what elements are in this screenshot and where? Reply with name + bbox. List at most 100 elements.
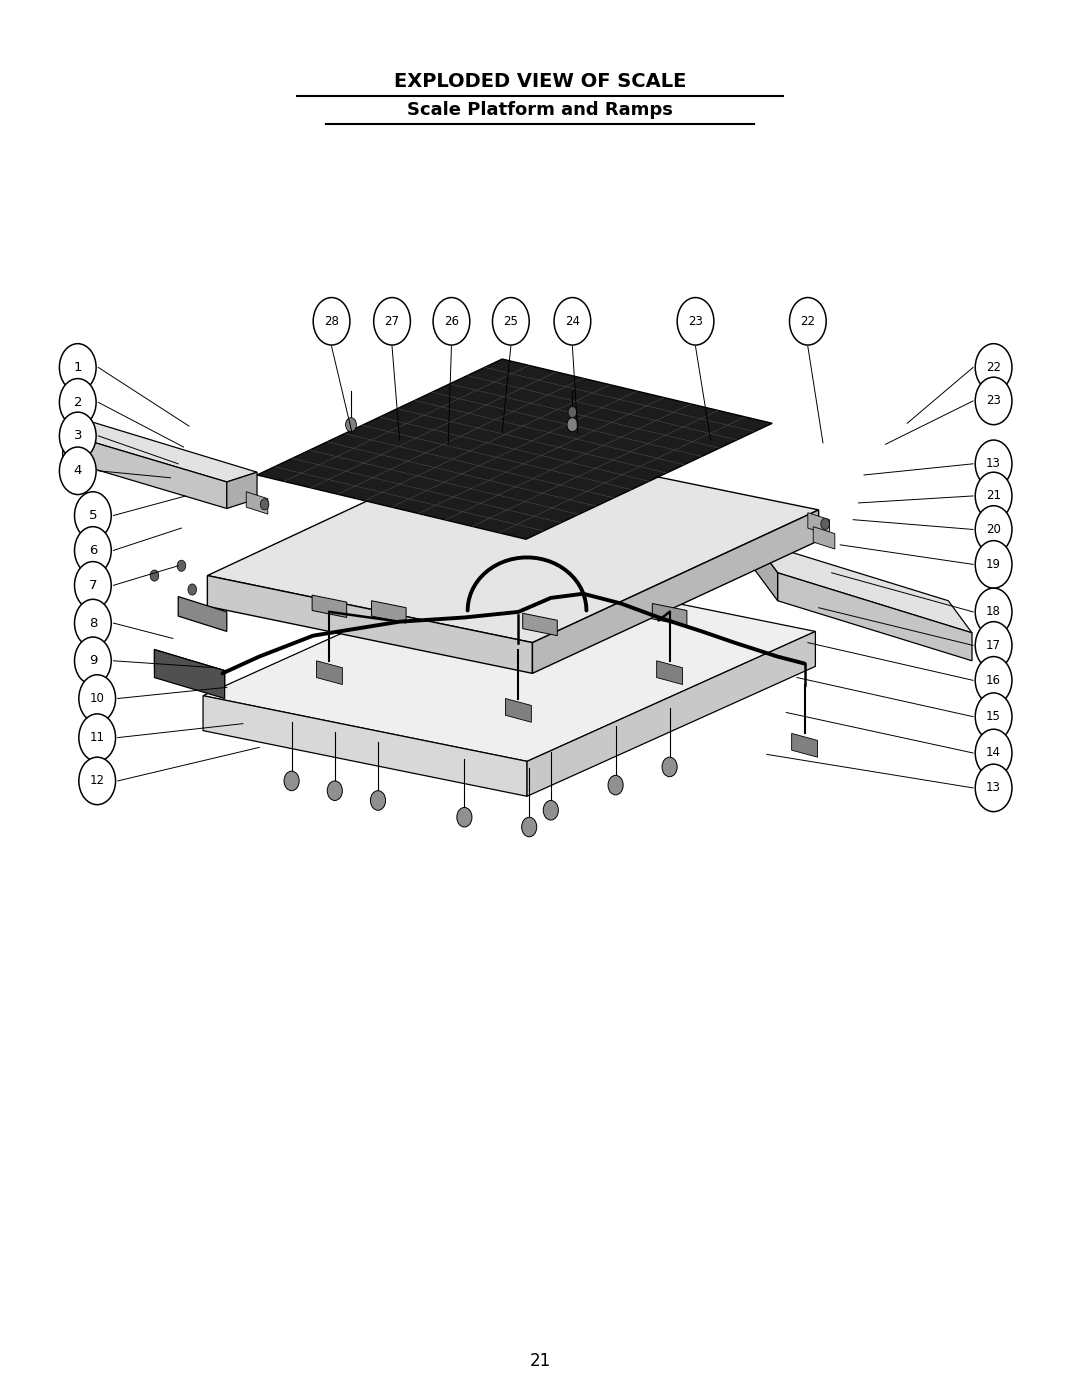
Text: 7: 7 [89,578,97,592]
Polygon shape [792,733,818,757]
Text: 12: 12 [90,774,105,788]
Text: 8: 8 [89,616,97,630]
Circle shape [554,298,591,345]
Polygon shape [754,541,778,601]
Circle shape [188,584,197,595]
Text: 21: 21 [986,489,1001,503]
Polygon shape [813,527,835,549]
Polygon shape [505,698,531,722]
Circle shape [975,588,1012,636]
Circle shape [75,527,111,574]
Circle shape [677,298,714,345]
Polygon shape [657,661,683,685]
Polygon shape [203,566,815,761]
Text: 3: 3 [73,429,82,443]
Text: 23: 23 [688,314,703,328]
Circle shape [662,757,677,777]
Circle shape [75,492,111,539]
Polygon shape [203,696,527,796]
Text: 19: 19 [986,557,1001,571]
Polygon shape [207,576,532,673]
Text: 1: 1 [73,360,82,374]
Circle shape [59,447,96,495]
Polygon shape [227,472,257,509]
Circle shape [79,714,116,761]
Text: 11: 11 [90,731,105,745]
Circle shape [975,472,1012,520]
Circle shape [975,764,1012,812]
Polygon shape [154,650,225,687]
Circle shape [260,499,269,510]
Circle shape [59,379,96,426]
Text: 17: 17 [986,638,1001,652]
Polygon shape [63,433,227,509]
Circle shape [975,440,1012,488]
Circle shape [975,506,1012,553]
Polygon shape [652,604,687,626]
Text: 24: 24 [565,314,580,328]
Polygon shape [154,650,225,698]
Circle shape [284,771,299,791]
Text: 4: 4 [73,464,82,478]
Polygon shape [316,661,342,685]
Circle shape [346,418,356,432]
Circle shape [59,412,96,460]
Text: 16: 16 [986,673,1001,687]
Polygon shape [312,595,347,617]
Circle shape [567,418,578,432]
Circle shape [568,407,577,418]
Circle shape [59,344,96,391]
Circle shape [370,791,386,810]
Circle shape [975,657,1012,704]
Circle shape [150,570,159,581]
Polygon shape [527,631,815,796]
Text: 25: 25 [503,314,518,328]
Circle shape [975,622,1012,669]
Text: 14: 14 [986,746,1001,760]
Text: 6: 6 [89,543,97,557]
Polygon shape [532,510,819,673]
Polygon shape [754,541,972,633]
Text: 20: 20 [986,522,1001,536]
Circle shape [975,693,1012,740]
Text: 2: 2 [73,395,82,409]
Text: 21: 21 [529,1352,551,1369]
Circle shape [608,775,623,795]
Polygon shape [178,597,227,631]
Text: EXPLODED VIEW OF SCALE: EXPLODED VIEW OF SCALE [394,71,686,91]
Circle shape [457,807,472,827]
Circle shape [177,560,186,571]
Text: 23: 23 [986,394,1001,408]
Circle shape [313,298,350,345]
Polygon shape [63,422,257,482]
Text: 28: 28 [324,314,339,328]
Circle shape [433,298,470,345]
Circle shape [975,541,1012,588]
Text: 18: 18 [986,605,1001,619]
Circle shape [522,817,537,837]
Circle shape [492,298,529,345]
Text: 22: 22 [986,360,1001,374]
Polygon shape [372,601,406,623]
Circle shape [75,599,111,647]
Text: 13: 13 [986,457,1001,471]
Text: 13: 13 [986,781,1001,795]
Circle shape [821,518,829,529]
Circle shape [374,298,410,345]
Circle shape [789,298,826,345]
Text: 22: 22 [800,314,815,328]
Text: 10: 10 [90,692,105,705]
Circle shape [975,377,1012,425]
Polygon shape [246,492,268,514]
Polygon shape [207,443,819,643]
Circle shape [79,675,116,722]
Polygon shape [778,573,972,661]
Circle shape [327,781,342,800]
Circle shape [543,800,558,820]
Circle shape [79,757,116,805]
Text: 27: 27 [384,314,400,328]
Text: Scale Platform and Ramps: Scale Platform and Ramps [407,102,673,119]
Polygon shape [523,613,557,636]
Circle shape [975,729,1012,777]
Polygon shape [808,513,829,535]
